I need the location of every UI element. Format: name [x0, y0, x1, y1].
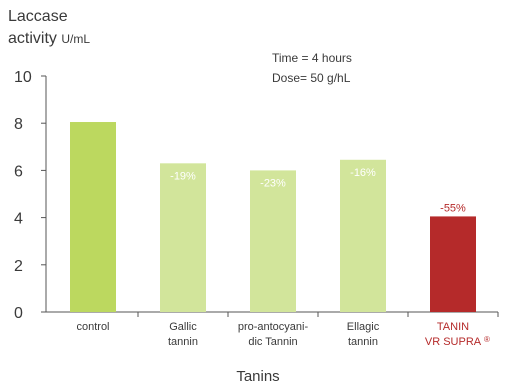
- data-label: -16%: [350, 167, 376, 179]
- y-tick-label: 4: [14, 211, 23, 228]
- category-label: tannin: [348, 336, 378, 348]
- y-tick-label: 2: [14, 258, 23, 275]
- y-axis-unit: U/mL: [61, 32, 91, 46]
- registered-mark: ®: [484, 335, 490, 344]
- y-axis-label-line2: activity U/mL: [8, 30, 90, 48]
- bar: [250, 170, 296, 312]
- bar: [70, 122, 116, 313]
- category-label: control: [76, 321, 109, 333]
- category-label: TANIN: [437, 321, 469, 333]
- category-label: pro-antocyani-: [238, 321, 309, 333]
- data-label: -23%: [260, 177, 286, 189]
- annotation-time: Time = 4 hours: [272, 51, 352, 65]
- y-tick-label: 0: [14, 305, 23, 322]
- x-axis-title: Tanins: [236, 368, 280, 385]
- bar: [430, 216, 476, 312]
- data-label: -55%: [440, 202, 466, 214]
- category-label: dic Tannin: [248, 336, 297, 348]
- bar: [160, 163, 206, 312]
- y-tick-label: 6: [14, 163, 23, 180]
- bar: [340, 159, 386, 312]
- category-label: tannin: [168, 336, 198, 348]
- category-label: Gallic: [169, 321, 197, 333]
- y-tick-label: 8: [14, 116, 23, 133]
- y-axis-label-word: activity: [8, 30, 57, 47]
- annotation-dose: Dose= 50 g/hL: [272, 71, 351, 85]
- y-axis-label-line1: Laccase: [8, 8, 68, 25]
- y-tick-label: 10: [14, 69, 32, 86]
- category-label: Ellagic: [347, 321, 380, 333]
- data-label: -19%: [170, 170, 196, 182]
- category-label: VR SUPRA: [425, 336, 482, 348]
